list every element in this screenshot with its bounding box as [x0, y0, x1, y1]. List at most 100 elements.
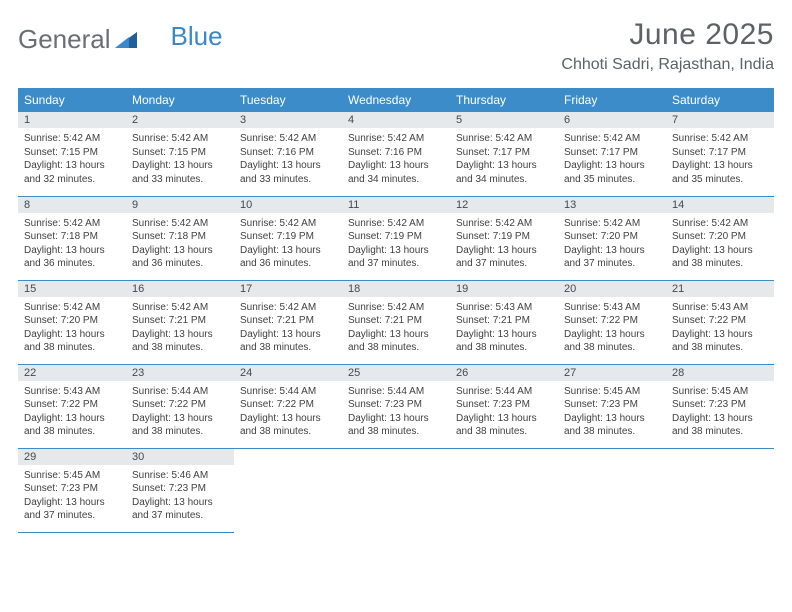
sunrise-line: Sunrise: 5:42 AM	[240, 132, 336, 146]
calendar-cell: 2Sunrise: 5:42 AMSunset: 7:15 PMDaylight…	[126, 112, 234, 196]
sunrise-line: Sunrise: 5:44 AM	[348, 385, 444, 399]
calendar-cell: 15Sunrise: 5:42 AMSunset: 7:20 PMDayligh…	[18, 280, 126, 364]
daylight-line: Daylight: 13 hours and 37 minutes.	[456, 244, 552, 271]
sunrise-line: Sunrise: 5:42 AM	[24, 301, 120, 315]
calendar-week-row: 29Sunrise: 5:45 AMSunset: 7:23 PMDayligh…	[18, 448, 774, 532]
calendar-body: 1Sunrise: 5:42 AMSunset: 7:15 PMDaylight…	[18, 112, 774, 532]
sunset-line: Sunset: 7:21 PM	[132, 314, 228, 328]
day-number: 3	[234, 112, 342, 128]
calendar-cell: 22Sunrise: 5:43 AMSunset: 7:22 PMDayligh…	[18, 364, 126, 448]
weekday-header: Friday	[558, 88, 666, 112]
location: Chhoti Sadri, Rajasthan, India	[561, 56, 774, 74]
sunset-line: Sunset: 7:22 PM	[240, 398, 336, 412]
calendar-cell	[342, 448, 450, 532]
calendar-table: Sunday Monday Tuesday Wednesday Thursday…	[18, 88, 774, 533]
day-number: 28	[666, 365, 774, 381]
calendar-cell: 3Sunrise: 5:42 AMSunset: 7:16 PMDaylight…	[234, 112, 342, 196]
sunrise-line: Sunrise: 5:43 AM	[24, 385, 120, 399]
daylight-line: Daylight: 13 hours and 38 minutes.	[564, 412, 660, 439]
sunset-line: Sunset: 7:16 PM	[240, 146, 336, 160]
day-body: Sunrise: 5:42 AMSunset: 7:20 PMDaylight:…	[558, 213, 666, 273]
day-number: 16	[126, 281, 234, 297]
weekday-header: Sunday	[18, 88, 126, 112]
day-number: 7	[666, 112, 774, 128]
day-body: Sunrise: 5:43 AMSunset: 7:21 PMDaylight:…	[450, 297, 558, 357]
daylight-line: Daylight: 13 hours and 38 minutes.	[456, 412, 552, 439]
day-body: Sunrise: 5:45 AMSunset: 7:23 PMDaylight:…	[666, 381, 774, 441]
day-body: Sunrise: 5:42 AMSunset: 7:16 PMDaylight:…	[234, 128, 342, 188]
day-number: 24	[234, 365, 342, 381]
daylight-line: Daylight: 13 hours and 38 minutes.	[132, 412, 228, 439]
sunrise-line: Sunrise: 5:42 AM	[456, 132, 552, 146]
day-number: 13	[558, 197, 666, 213]
sunset-line: Sunset: 7:15 PM	[24, 146, 120, 160]
weekday-header: Monday	[126, 88, 234, 112]
day-number: 22	[18, 365, 126, 381]
day-number: 27	[558, 365, 666, 381]
calendar-cell: 14Sunrise: 5:42 AMSunset: 7:20 PMDayligh…	[666, 196, 774, 280]
sunrise-line: Sunrise: 5:42 AM	[240, 301, 336, 315]
calendar-cell: 30Sunrise: 5:46 AMSunset: 7:23 PMDayligh…	[126, 448, 234, 532]
day-body: Sunrise: 5:42 AMSunset: 7:19 PMDaylight:…	[342, 213, 450, 273]
daylight-line: Daylight: 13 hours and 32 minutes.	[24, 159, 120, 186]
daylight-line: Daylight: 13 hours and 37 minutes.	[564, 244, 660, 271]
logo: General Blue	[18, 18, 223, 55]
sunrise-line: Sunrise: 5:42 AM	[132, 132, 228, 146]
day-body: Sunrise: 5:42 AMSunset: 7:19 PMDaylight:…	[450, 213, 558, 273]
sunset-line: Sunset: 7:23 PM	[348, 398, 444, 412]
daylight-line: Daylight: 13 hours and 37 minutes.	[24, 496, 120, 523]
calendar-cell: 23Sunrise: 5:44 AMSunset: 7:22 PMDayligh…	[126, 364, 234, 448]
calendar-cell: 29Sunrise: 5:45 AMSunset: 7:23 PMDayligh…	[18, 448, 126, 532]
day-number: 26	[450, 365, 558, 381]
day-body: Sunrise: 5:44 AMSunset: 7:23 PMDaylight:…	[342, 381, 450, 441]
calendar-cell	[234, 448, 342, 532]
sunrise-line: Sunrise: 5:42 AM	[24, 217, 120, 231]
daylight-line: Daylight: 13 hours and 38 minutes.	[240, 328, 336, 355]
calendar-cell: 24Sunrise: 5:44 AMSunset: 7:22 PMDayligh…	[234, 364, 342, 448]
daylight-line: Daylight: 13 hours and 34 minutes.	[456, 159, 552, 186]
sunrise-line: Sunrise: 5:45 AM	[564, 385, 660, 399]
day-number: 10	[234, 197, 342, 213]
sunrise-line: Sunrise: 5:42 AM	[348, 217, 444, 231]
sunrise-line: Sunrise: 5:42 AM	[564, 217, 660, 231]
day-body: Sunrise: 5:42 AMSunset: 7:17 PMDaylight:…	[558, 128, 666, 188]
day-body: Sunrise: 5:43 AMSunset: 7:22 PMDaylight:…	[18, 381, 126, 441]
day-body: Sunrise: 5:42 AMSunset: 7:16 PMDaylight:…	[342, 128, 450, 188]
sunset-line: Sunset: 7:20 PM	[672, 230, 768, 244]
calendar-cell: 27Sunrise: 5:45 AMSunset: 7:23 PMDayligh…	[558, 364, 666, 448]
calendar-cell: 21Sunrise: 5:43 AMSunset: 7:22 PMDayligh…	[666, 280, 774, 364]
day-number: 5	[450, 112, 558, 128]
sunset-line: Sunset: 7:17 PM	[564, 146, 660, 160]
sunrise-line: Sunrise: 5:45 AM	[672, 385, 768, 399]
day-number: 1	[18, 112, 126, 128]
day-number: 4	[342, 112, 450, 128]
daylight-line: Daylight: 13 hours and 38 minutes.	[24, 328, 120, 355]
sunset-line: Sunset: 7:17 PM	[456, 146, 552, 160]
sunset-line: Sunset: 7:17 PM	[672, 146, 768, 160]
calendar-cell: 25Sunrise: 5:44 AMSunset: 7:23 PMDayligh…	[342, 364, 450, 448]
sunrise-line: Sunrise: 5:42 AM	[348, 301, 444, 315]
calendar-week-row: 1Sunrise: 5:42 AMSunset: 7:15 PMDaylight…	[18, 112, 774, 196]
sunrise-line: Sunrise: 5:43 AM	[672, 301, 768, 315]
sunrise-line: Sunrise: 5:42 AM	[564, 132, 660, 146]
day-body: Sunrise: 5:42 AMSunset: 7:18 PMDaylight:…	[126, 213, 234, 273]
day-body: Sunrise: 5:45 AMSunset: 7:23 PMDaylight:…	[558, 381, 666, 441]
calendar-cell: 1Sunrise: 5:42 AMSunset: 7:15 PMDaylight…	[18, 112, 126, 196]
sunset-line: Sunset: 7:22 PM	[672, 314, 768, 328]
sunset-line: Sunset: 7:19 PM	[240, 230, 336, 244]
calendar-cell: 6Sunrise: 5:42 AMSunset: 7:17 PMDaylight…	[558, 112, 666, 196]
sunrise-line: Sunrise: 5:42 AM	[348, 132, 444, 146]
calendar-cell	[450, 448, 558, 532]
sunset-line: Sunset: 7:23 PM	[564, 398, 660, 412]
sunset-line: Sunset: 7:21 PM	[456, 314, 552, 328]
title-block: June 2025 Chhoti Sadri, Rajasthan, India	[561, 18, 774, 74]
daylight-line: Daylight: 13 hours and 37 minutes.	[132, 496, 228, 523]
calendar-cell	[666, 448, 774, 532]
daylight-line: Daylight: 13 hours and 38 minutes.	[672, 328, 768, 355]
day-number: 29	[18, 449, 126, 465]
daylight-line: Daylight: 13 hours and 35 minutes.	[564, 159, 660, 186]
calendar-cell: 16Sunrise: 5:42 AMSunset: 7:21 PMDayligh…	[126, 280, 234, 364]
day-number: 6	[558, 112, 666, 128]
day-body: Sunrise: 5:42 AMSunset: 7:15 PMDaylight:…	[126, 128, 234, 188]
daylight-line: Daylight: 13 hours and 35 minutes.	[672, 159, 768, 186]
